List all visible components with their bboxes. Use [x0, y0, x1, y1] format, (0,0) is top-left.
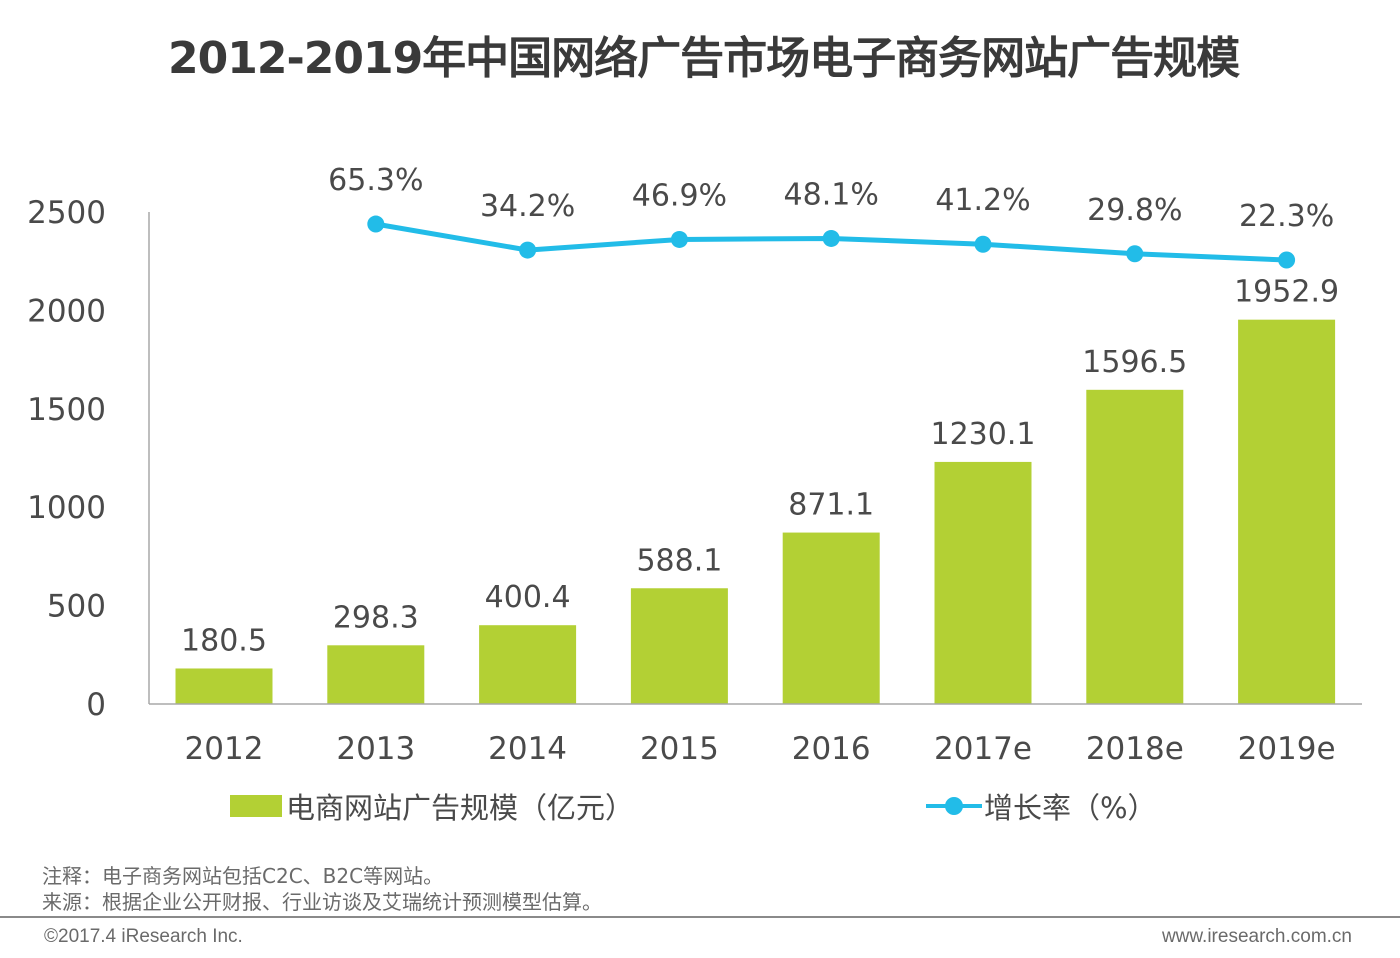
bar-data-labels: 180.5 298.3 400.4 588.1 871.1 1230.1 1596.5 195… [181, 275, 1339, 659]
growth-point-2015 [670, 230, 688, 248]
chart-title: 2012-2019年中国网络广告市场电子商务网站广告规模 [168, 33, 1240, 84]
bar-value-label: 1596.5 [1082, 345, 1187, 380]
bar-2019e [1238, 319, 1336, 704]
y-tick-label: 1000 [27, 490, 106, 526]
growth-value-label: 29.8% [1087, 193, 1182, 228]
growth-value-label: 41.2% [935, 183, 1030, 218]
growth-value-label: 34.2% [480, 189, 575, 224]
x-tick-label: 2013 [336, 731, 415, 767]
growth-value-label: 65.3% [328, 163, 423, 198]
footer-divider [0, 916, 1400, 918]
growth-point-2019e [1278, 251, 1296, 269]
combo-chart: 0 500 1000 1500 2000 2500 180.5 298.3 400.4 588.… [27, 163, 1362, 767]
x-tick-label: 2017e [934, 731, 1032, 767]
copyright-text: ©2017.4 iResearch Inc. [44, 926, 243, 947]
y-tick-label: 0 [86, 687, 106, 723]
growth-value-label: 22.3% [1239, 199, 1334, 234]
bar-value-label: 588.1 [636, 543, 722, 578]
bar-value-label: 400.4 [485, 580, 571, 615]
x-tick-label: 2014 [488, 731, 567, 767]
bar-value-label: 1230.1 [931, 417, 1036, 452]
x-tick-label: 2016 [792, 731, 871, 767]
y-tick-label: 2000 [27, 293, 106, 329]
bar-2014 [479, 625, 577, 704]
x-tick-label: 2012 [185, 731, 264, 767]
bar-2012 [175, 668, 273, 704]
legend-bar-label: 电商网站广告规模（亿元） [286, 791, 635, 825]
growth-value-label: 46.9% [632, 178, 727, 213]
growth-line-series [367, 215, 1296, 269]
growth-value-label: 48.1% [784, 177, 879, 212]
bar-2016 [782, 532, 880, 704]
y-axis-ticks: 0 500 1000 1500 2000 2500 [27, 195, 106, 723]
y-tick-label: 500 [47, 589, 106, 625]
growth-point-2013 [367, 215, 385, 233]
legend-item-bar: 电商网站广告规模（亿元） [230, 786, 634, 826]
x-axis-ticks: 2012 2013 2014 2015 2016 2017e 2018e 2019e [185, 731, 1336, 767]
bar-value-label: 871.1 [788, 488, 874, 523]
bars [175, 319, 1336, 704]
x-tick-label: 2018e [1086, 731, 1184, 767]
y-tick-label: 2500 [27, 195, 106, 231]
y-tick-label: 1500 [27, 392, 106, 428]
x-tick-label: 2019e [1238, 731, 1336, 767]
bar-2015 [630, 588, 728, 704]
legend-item-line: 增长率（%） [926, 786, 1157, 826]
growth-point-2018e [1126, 245, 1144, 263]
growth-data-labels: 65.3% 34.2% 46.9% 48.1% 41.2% 29.8% 22.3% [328, 163, 1334, 234]
legend-bar-swatch [230, 795, 282, 817]
source-text: 来源：根据企业公开财报、行业访谈及艾瑞统计预测模型估算。 [42, 890, 602, 914]
legend-line-marker-icon [926, 795, 982, 817]
bar-2018e [1086, 389, 1184, 704]
x-tick-label: 2015 [640, 731, 719, 767]
bar-value-label: 298.3 [333, 600, 419, 635]
bar-2017e [934, 461, 1032, 704]
note-text: 注释：电子商务网站包括C2C、B2C等网站。 [42, 864, 444, 888]
bar-value-label: 1952.9 [1234, 275, 1339, 310]
legend-line-label: 增长率（%） [984, 791, 1157, 825]
bar-value-label: 180.5 [181, 623, 267, 658]
website-link[interactable]: www.iresearch.com.cn [1161, 926, 1352, 947]
growth-point-2016 [822, 229, 840, 247]
growth-point-2014 [519, 241, 537, 259]
growth-point-2017e [974, 235, 992, 253]
bar-2013 [327, 645, 425, 704]
